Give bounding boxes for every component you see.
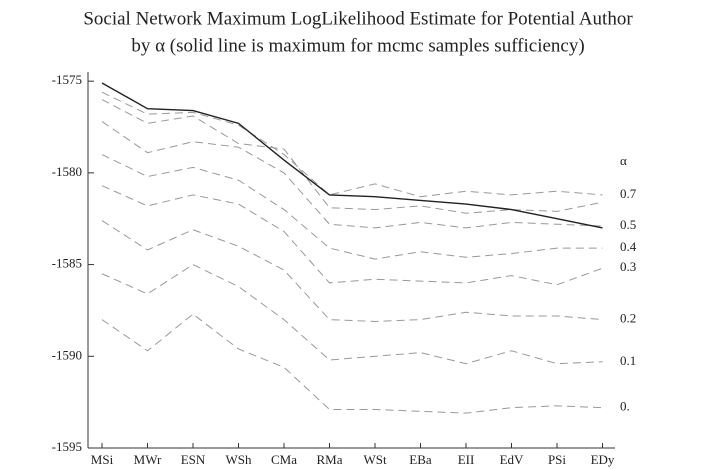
y-tick-label: -1585: [52, 256, 82, 271]
x-tick-label: WSt: [363, 452, 387, 467]
line: [101, 185, 603, 286]
chart-subtitle: by α (solid line is maximum for mcmc sam…: [131, 35, 584, 56]
x-tick-label: EBa: [409, 452, 432, 467]
x-tick-label: RMa: [317, 452, 343, 467]
x-tick-label: MSi: [91, 452, 114, 467]
series-label: 0.5: [620, 217, 636, 232]
y-tick-label: -1575: [52, 72, 82, 87]
line: [101, 91, 603, 198]
series-label: 0.2: [620, 311, 636, 326]
x-tick-label: ESN: [181, 452, 206, 467]
x-tick-label: WSh: [226, 452, 253, 467]
y-tick-label: -1590: [52, 347, 82, 362]
x-tick-label: PSi: [548, 452, 566, 467]
y-tick-label: -1580: [52, 164, 82, 179]
line: [101, 99, 603, 214]
line: [101, 220, 603, 322]
line: [101, 121, 603, 229]
x-tick-label: EII: [458, 452, 475, 467]
legend-title: α: [620, 153, 627, 168]
x-tick-label: MWr: [134, 452, 162, 467]
y-tick-label: -1595: [52, 439, 82, 454]
series-label: 0.7: [620, 186, 637, 201]
line: [101, 264, 603, 365]
series-label: 0.: [620, 399, 630, 414]
series-label: 0.4: [620, 239, 637, 254]
chart-title: Social Network Maximum LogLikelihood Est…: [83, 8, 633, 29]
line: [101, 82, 603, 229]
series-label: 0.3: [620, 259, 636, 274]
x-tick-label: EdV: [500, 452, 524, 467]
x-tick-label: EDy: [591, 452, 615, 467]
x-tick-label: CMa: [271, 452, 297, 467]
line: [101, 313, 603, 414]
line: [101, 154, 603, 260]
series-label: 0.1: [620, 353, 636, 368]
